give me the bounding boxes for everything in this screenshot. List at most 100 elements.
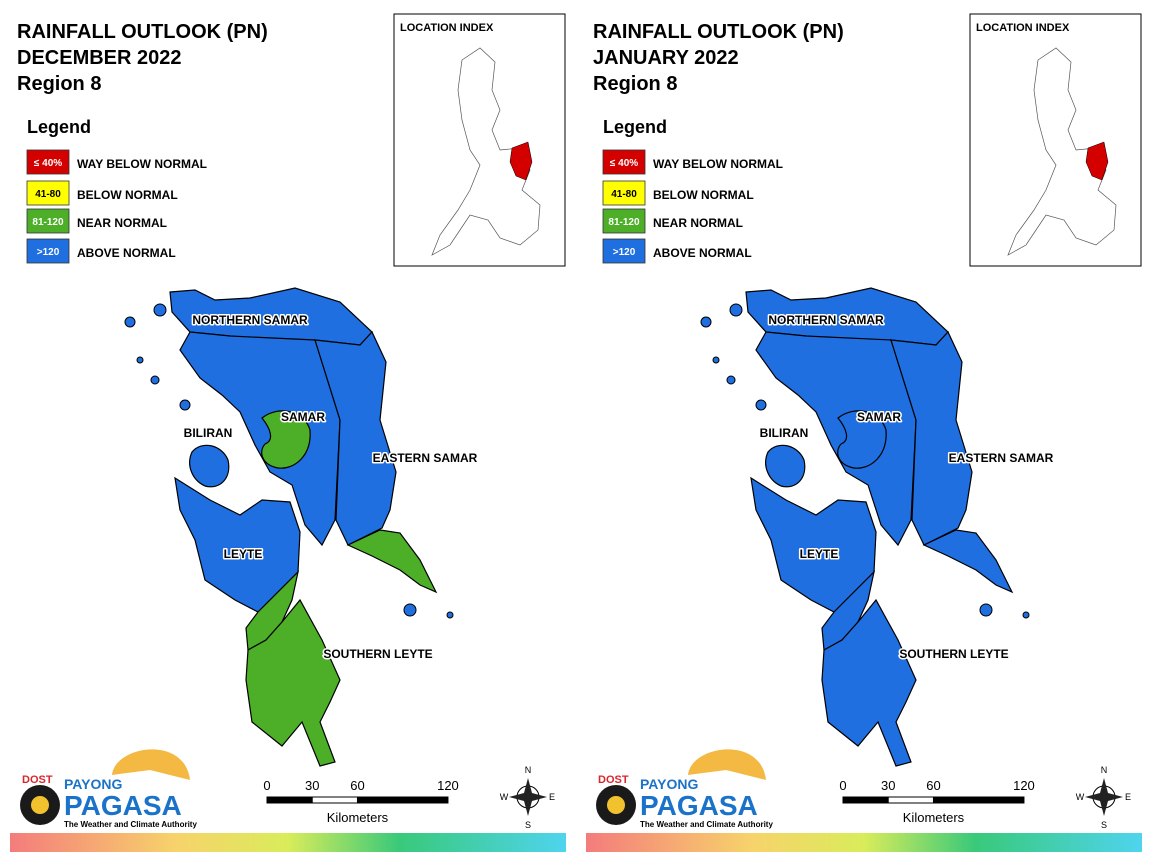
islet bbox=[729, 303, 743, 317]
province-area bbox=[890, 330, 973, 546]
title-line: RAINFALL OUTLOOK (PN) bbox=[593, 21, 844, 43]
province-label: LEYTE bbox=[224, 547, 263, 561]
compass-star bbox=[1085, 778, 1123, 816]
province-area bbox=[261, 410, 311, 469]
province-label: SOUTHERN LEYTE bbox=[323, 647, 432, 661]
legend-swatch bbox=[26, 180, 70, 206]
scale-label: 120 bbox=[1013, 778, 1035, 793]
scale-segment bbox=[356, 796, 449, 804]
scale-segment bbox=[311, 796, 358, 804]
islet bbox=[136, 356, 144, 364]
legend-title: Legend bbox=[27, 117, 91, 137]
province-label: LEYTE bbox=[800, 547, 839, 561]
legend-swatch-text: >120 bbox=[37, 247, 60, 258]
legend-label: BELOW NORMAL bbox=[77, 188, 178, 202]
islet bbox=[700, 316, 712, 328]
scale-label: 60 bbox=[926, 778, 940, 793]
province-area bbox=[346, 529, 438, 594]
compass-letter: S bbox=[1101, 820, 1107, 830]
philippines-outline bbox=[1007, 47, 1117, 256]
scale-label: 60 bbox=[350, 778, 364, 793]
islet bbox=[446, 611, 454, 619]
islet bbox=[124, 316, 136, 328]
legend-swatch-text: >120 bbox=[613, 247, 636, 258]
logo-brand-top: PAYONG bbox=[640, 776, 698, 792]
islet bbox=[979, 603, 993, 617]
province-label: BILIRAN bbox=[184, 426, 233, 440]
compass-letter: E bbox=[549, 792, 555, 802]
logo-seal-inner bbox=[607, 796, 625, 814]
compass-letter: S bbox=[525, 820, 531, 830]
province-area bbox=[765, 444, 806, 488]
legend-label: WAY BELOW NORMAL bbox=[77, 157, 207, 171]
islet bbox=[712, 356, 720, 364]
compass-letter: N bbox=[525, 765, 532, 775]
legend-label: ABOVE NORMAL bbox=[653, 246, 752, 260]
footer-gradient bbox=[10, 833, 566, 852]
legend-swatch-text: 81-120 bbox=[32, 217, 64, 228]
region-highlight bbox=[1085, 141, 1109, 181]
logo-seal-inner bbox=[31, 796, 49, 814]
islet bbox=[755, 399, 767, 411]
logo-agency: DOST bbox=[22, 774, 53, 786]
title-line: Region 8 bbox=[593, 73, 677, 95]
province-area bbox=[837, 410, 887, 469]
logo-tagline: The Weather and Climate Authority bbox=[64, 820, 197, 829]
scale-segment bbox=[266, 796, 313, 804]
islet bbox=[403, 603, 417, 617]
scale-unit: Kilometers bbox=[903, 810, 965, 825]
province-area bbox=[821, 598, 917, 767]
logo-brand-top: PAYONG bbox=[64, 776, 122, 792]
scale-label: 30 bbox=[881, 778, 895, 793]
logo-umbrella bbox=[688, 749, 766, 780]
legend-swatch bbox=[602, 149, 646, 175]
scale-label: 30 bbox=[305, 778, 319, 793]
legend-title: Legend bbox=[603, 117, 667, 137]
title-line: Region 8 bbox=[17, 73, 101, 95]
province-label: EASTERN SAMAR bbox=[373, 451, 478, 465]
legend-swatch bbox=[602, 238, 646, 264]
outlook-panel: RAINFALL OUTLOOK (PN) DECEMBER 2022 Region… bbox=[10, 13, 566, 852]
title-line: JANUARY 2022 bbox=[593, 47, 739, 69]
province-area bbox=[314, 330, 397, 546]
location-index-title: LOCATION INDEX bbox=[976, 22, 1070, 34]
legend-label: WAY BELOW NORMAL bbox=[653, 157, 783, 171]
islet bbox=[726, 375, 736, 385]
province-area bbox=[922, 529, 1014, 594]
province-area bbox=[189, 444, 230, 488]
province-label: SAMAR bbox=[281, 410, 325, 424]
compass-letter: W bbox=[1076, 792, 1085, 802]
logo-agency: DOST bbox=[598, 774, 629, 786]
province-label: SOUTHERN LEYTE bbox=[899, 647, 1008, 661]
legend-swatch bbox=[26, 149, 70, 175]
province-label: BILIRAN bbox=[760, 426, 809, 440]
legend-label: NEAR NORMAL bbox=[653, 216, 743, 230]
legend-swatch bbox=[26, 208, 70, 234]
legend-swatch-text: ≤ 40% bbox=[610, 158, 638, 169]
legend-label: BELOW NORMAL bbox=[653, 188, 754, 202]
province-label: EASTERN SAMAR bbox=[949, 451, 1054, 465]
islet bbox=[153, 303, 167, 317]
scale-segment bbox=[842, 796, 889, 804]
compass-letter: N bbox=[1101, 765, 1108, 775]
logo-tagline: The Weather and Climate Authority bbox=[640, 820, 773, 829]
location-index-title: LOCATION INDEX bbox=[400, 22, 494, 34]
legend-label: ABOVE NORMAL bbox=[77, 246, 176, 260]
logo-brand: PAGASA bbox=[640, 790, 758, 821]
scale-unit: Kilometers bbox=[327, 810, 389, 825]
province-label: NORTHERN SAMAR bbox=[768, 313, 884, 327]
legend-swatch bbox=[602, 208, 646, 234]
legend-swatch-text: 41-80 bbox=[611, 189, 637, 200]
compass-letter: E bbox=[1125, 792, 1131, 802]
province-label: SAMAR bbox=[857, 410, 901, 424]
legend-swatch bbox=[602, 180, 646, 206]
scale-label: 120 bbox=[437, 778, 459, 793]
footer-gradient bbox=[586, 833, 1142, 852]
legend-swatch-text: 81-120 bbox=[608, 217, 640, 228]
legend-swatch bbox=[26, 238, 70, 264]
logo-umbrella bbox=[112, 749, 190, 780]
logo-brand: PAGASA bbox=[64, 790, 182, 821]
philippines-outline bbox=[431, 47, 541, 256]
province-area bbox=[245, 598, 341, 767]
